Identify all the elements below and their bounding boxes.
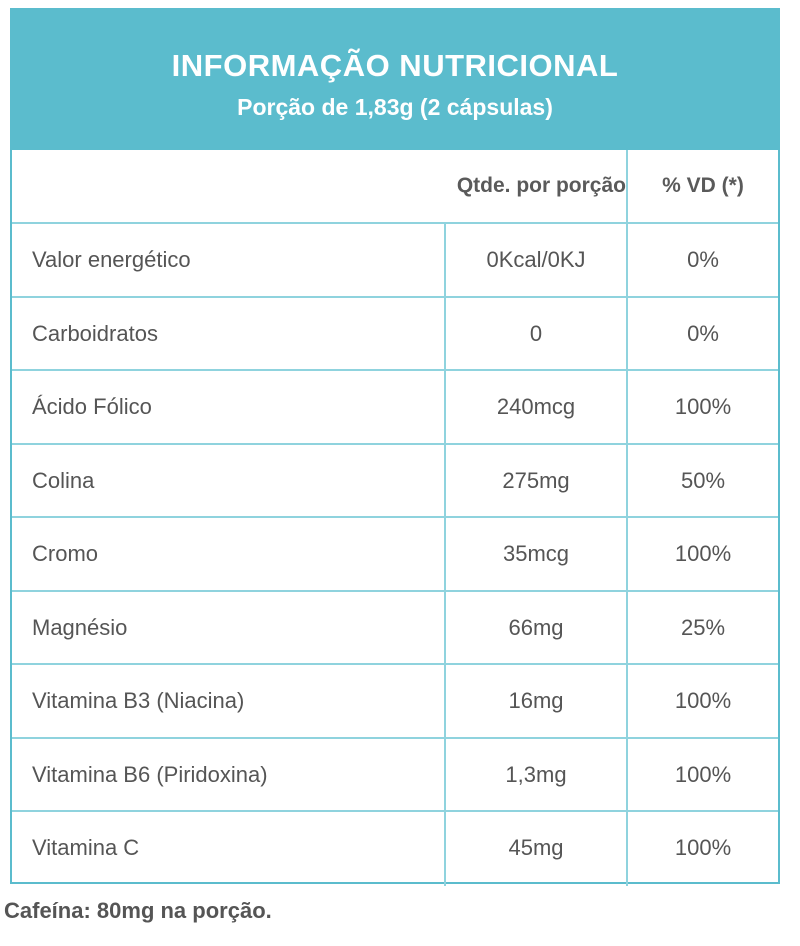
nutrient-name: Colina (32, 467, 95, 493)
nutrient-name: Magnésio (32, 614, 128, 640)
nutrient-quantity: 1,3mg (444, 738, 626, 810)
nutrient-quantity: 66mg (444, 591, 626, 663)
nutrient-name: Vitamina C (32, 835, 140, 860)
nutrient-quantity: 0 (444, 297, 626, 369)
nutrient-name: Vitamina B6 (Piridoxina) (32, 761, 268, 787)
table-row: Vitamina B3 (Niacina) 16mg 100% (12, 665, 778, 739)
nutrient-name: Valor energético (32, 247, 191, 272)
caffeine-footnote: Cafeína: 80mg na porção. (4, 898, 272, 923)
nutrient-quantity: 45mg (444, 812, 626, 886)
nutrient-quantity: 0Kcal/0KJ (444, 224, 626, 296)
nutrient-quantity: 16mg (444, 665, 626, 737)
column-header-daily-value: % VD (*) (626, 150, 778, 222)
serving-size: Porção de 1,83g (2 cápsulas) (237, 94, 553, 120)
nutrient-name: Carboidratos (32, 320, 158, 346)
nutrient-name: Ácido Fólico (32, 394, 152, 419)
table-title: INFORMAÇÃO NUTRICIONAL (171, 48, 619, 83)
nutrient-daily-value: 25% (626, 591, 778, 663)
table-row: Cromo 35mcg 100% (12, 518, 778, 592)
column-header-row: Qtde. por porção % VD (*) (12, 150, 778, 224)
table-row: Vitamina B6 (Piridoxina) 1,3mg 100% (12, 738, 778, 812)
table-row: Valor energético 0Kcal/0KJ 0% (12, 224, 778, 298)
nutrient-daily-value: 100% (626, 518, 778, 590)
table-row: Ácido Fólico 240mcg 100% (12, 371, 778, 445)
nutrient-daily-value: 100% (626, 665, 778, 737)
table-row: Colina 275mg 50% (12, 444, 778, 518)
nutrient-daily-value: 100% (626, 738, 778, 810)
nutrient-daily-value: 100% (626, 371, 778, 443)
nutrient-quantity: 275mg (444, 444, 626, 516)
nutrient-daily-value: 100% (626, 812, 778, 886)
nutrient-daily-value: 0% (626, 297, 778, 369)
nutrient-quantity: 240mcg (444, 371, 626, 443)
table-row: Vitamina C 45mg 100% (12, 812, 778, 886)
nutrient-daily-value: 50% (626, 444, 778, 516)
nutrient-name: Vitamina B3 (Niacina) (32, 688, 245, 713)
table-header: INFORMAÇÃO NUTRICIONAL Porção de 1,83g (… (12, 10, 778, 150)
table-row: Carboidratos 0 0% (12, 297, 778, 371)
column-header-quantity: Qtde. por porção (456, 174, 626, 197)
nutrient-quantity: 35mcg (444, 518, 626, 590)
nutrient-name: Cromo (32, 541, 99, 566)
table-row: Magnésio 66mg 25% (12, 591, 778, 665)
nutrition-facts-table: INFORMAÇÃO NUTRICIONAL Porção de 1,83g (… (10, 8, 780, 886)
nutrient-daily-value: 0% (626, 224, 778, 296)
